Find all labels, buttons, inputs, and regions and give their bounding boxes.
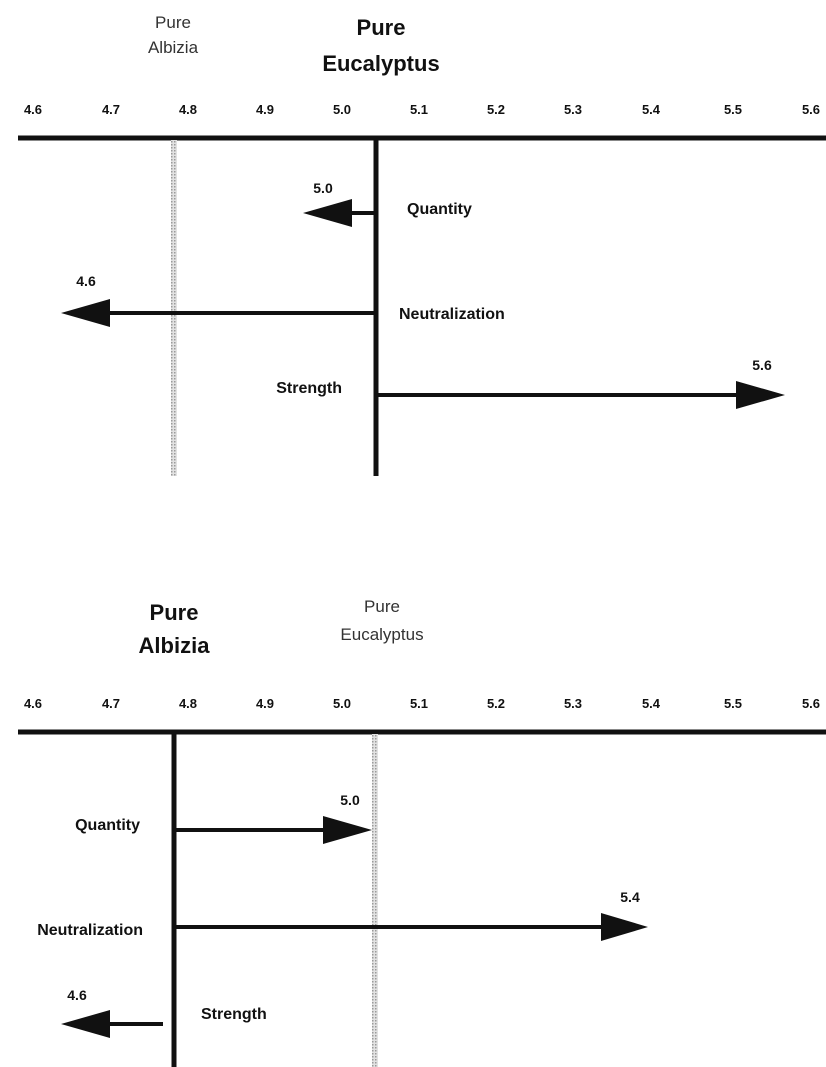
bottom-tick-label: 5.6 bbox=[802, 696, 820, 711]
top-strength-label: Strength bbox=[276, 380, 342, 397]
bottom-quantity-arrow-head bbox=[323, 816, 372, 844]
top-neutralization-arrow-head bbox=[61, 299, 110, 327]
top-strength-end-value: 5.6 bbox=[752, 357, 772, 373]
top-tick-label: 4.6 bbox=[24, 102, 42, 117]
bottom-tick-label: 5.2 bbox=[487, 696, 505, 711]
bottom-tick-label: 4.7 bbox=[102, 696, 120, 711]
bottom-strength-label: Strength bbox=[201, 1006, 267, 1023]
bottom-tick-label: 5.0 bbox=[333, 696, 351, 711]
bottom-primary-title-line1: Pure bbox=[150, 600, 199, 625]
bottom-tick-label: 4.6 bbox=[24, 696, 42, 711]
top-scale-ticks: 4.6 4.7 4.8 4.9 5.0 5.1 5.2 5.3 5.4 5.5 … bbox=[24, 102, 820, 117]
bottom-secondary-reference-line bbox=[372, 734, 378, 1067]
bottom-tick-label: 4.9 bbox=[256, 696, 274, 711]
top-tick-label: 4.9 bbox=[256, 102, 274, 117]
top-secondary-title-line2: Albizia bbox=[148, 38, 199, 57]
top-quantity-arrow-head bbox=[303, 199, 352, 227]
top-primary-title-line1: Pure bbox=[357, 15, 406, 40]
top-quantity-end-value: 5.0 bbox=[313, 180, 333, 196]
bottom-tick-label: 5.5 bbox=[724, 696, 742, 711]
top-tick-label: 5.4 bbox=[642, 102, 661, 117]
bottom-scale-ticks: 4.6 4.7 4.8 4.9 5.0 5.1 5.2 5.3 5.4 5.5 … bbox=[24, 696, 820, 711]
top-primary-title-line2: Eucalyptus bbox=[322, 51, 439, 76]
bottom-tick-label: 5.4 bbox=[642, 696, 661, 711]
bottom-strength-end-value: 4.6 bbox=[67, 987, 87, 1003]
bottom-neutralization-arrow-head bbox=[601, 913, 648, 941]
top-tick-label: 5.1 bbox=[410, 102, 428, 117]
bottom-tick-label: 5.1 bbox=[410, 696, 428, 711]
bottom-panel: Pure Albizia Pure Eucalyptus 4.6 4.7 4.8… bbox=[18, 597, 826, 1067]
top-tick-label: 4.7 bbox=[102, 102, 120, 117]
top-secondary-reference-line bbox=[171, 140, 177, 476]
top-quantity-label: Quantity bbox=[407, 201, 472, 218]
top-strength-arrow-head bbox=[736, 381, 785, 409]
bottom-primary-title-line2: Albizia bbox=[139, 633, 211, 658]
top-tick-label: 5.3 bbox=[564, 102, 582, 117]
top-tick-label: 4.8 bbox=[179, 102, 197, 117]
bottom-quantity-end-value: 5.0 bbox=[340, 792, 360, 808]
bottom-neutralization-end-value: 5.4 bbox=[620, 889, 640, 905]
bottom-tick-label: 5.3 bbox=[564, 696, 582, 711]
bottom-secondary-title-line1: Pure bbox=[364, 597, 400, 616]
bottom-secondary-title-line2: Eucalyptus bbox=[340, 625, 423, 644]
top-neutralization-end-value: 4.6 bbox=[76, 273, 96, 289]
top-tick-label: 5.2 bbox=[487, 102, 505, 117]
top-tick-label: 5.5 bbox=[724, 102, 742, 117]
bottom-neutralization-label: Neutralization bbox=[37, 922, 143, 939]
top-panel: Pure Albizia Pure Eucalyptus 4.6 4.7 4.8… bbox=[18, 13, 826, 476]
top-neutralization-label: Neutralization bbox=[399, 306, 505, 323]
bottom-quantity-label: Quantity bbox=[75, 817, 140, 834]
bottom-strength-arrow-head bbox=[61, 1010, 110, 1038]
bottom-tick-label: 4.8 bbox=[179, 696, 197, 711]
top-tick-label: 5.0 bbox=[333, 102, 351, 117]
top-secondary-title-line1: Pure bbox=[155, 13, 191, 32]
top-tick-label: 5.6 bbox=[802, 102, 820, 117]
